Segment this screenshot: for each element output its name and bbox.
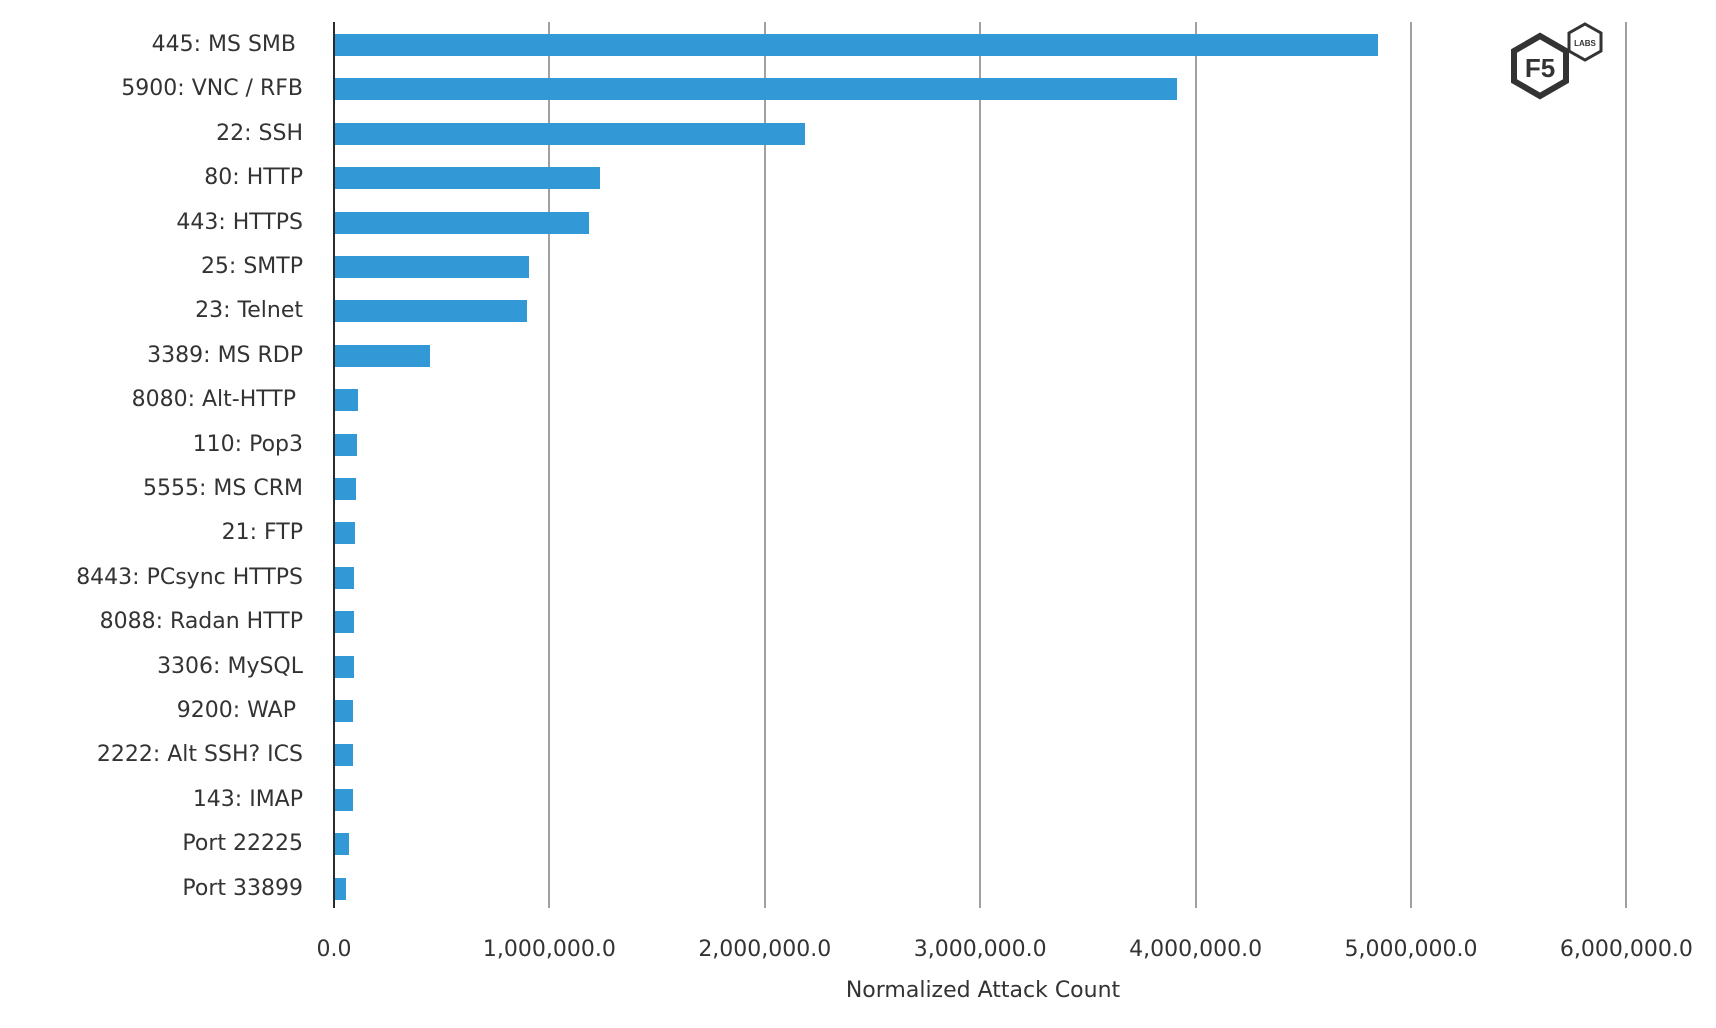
category-label: 9200: WAP	[176, 698, 303, 723]
gridline	[763, 22, 766, 908]
x-axis-title: Normalized Attack Count	[845, 978, 1121, 1003]
category-label: 80: HTTP	[204, 165, 303, 191]
bar	[335, 478, 357, 500]
category-label: Port 22225	[182, 831, 303, 857]
category-label: 22: SSH	[216, 120, 303, 146]
gridline	[1625, 22, 1628, 908]
bar	[335, 611, 354, 634]
bar	[335, 167, 600, 190]
x-tick-label: 6,000,000.0	[1559, 937, 1693, 962]
bar	[335, 122, 805, 145]
logo-main-text: F5	[1525, 53, 1555, 83]
bar	[335, 700, 354, 722]
x-tick-label: 0.0	[316, 937, 352, 962]
category-label: 8443: PCsync HTTPS	[76, 564, 303, 590]
category-label: 8080: Alt-HTTP	[131, 387, 303, 413]
category-label: 3389: MS RDP	[147, 342, 303, 368]
bar	[335, 344, 430, 367]
category-label: 143: IMAP	[192, 786, 303, 812]
bar	[335, 655, 354, 678]
x-tick-label: 5,000,000.0	[1344, 937, 1478, 962]
x-tick-label: 2,000,000.0	[698, 937, 832, 962]
bar	[335, 34, 1378, 56]
bar	[335, 256, 529, 278]
bar	[335, 78, 1178, 101]
category-label: 21: FTP	[221, 520, 303, 546]
category-label: Port 33899	[182, 875, 303, 901]
category-label: 2222: Alt SSH? ICS	[96, 742, 303, 768]
bar	[335, 522, 356, 545]
bar	[335, 833, 349, 856]
bar	[335, 744, 354, 767]
x-tick-label: 1,000,000.0	[482, 937, 616, 962]
category-label: 443: HTTPS	[176, 209, 303, 235]
gridline	[979, 22, 982, 908]
bar	[335, 300, 527, 323]
bar	[335, 211, 590, 234]
gridline	[1410, 22, 1412, 908]
bar	[335, 433, 357, 456]
logo-badge-text: LABS	[1574, 39, 1596, 48]
x-tick-label: 4,000,000.0	[1129, 937, 1263, 962]
bar	[335, 566, 354, 589]
gridline	[548, 22, 551, 908]
f5-labs-logo-icon: F5 LABS	[1511, 22, 1603, 100]
bar	[335, 877, 346, 900]
category-label: 445: MS SMB	[151, 32, 303, 57]
bar	[335, 788, 354, 811]
y-axis-line	[333, 22, 335, 908]
x-tick-label: 3,000,000.0	[913, 937, 1047, 962]
category-label: 5900: VNC / RFB	[121, 76, 303, 102]
category-label: 23: Telnet	[195, 298, 303, 324]
gridline	[1194, 22, 1197, 908]
category-label: 8088: Radan HTTP	[99, 609, 303, 635]
category-label: 5555: MS CRM	[143, 476, 303, 501]
category-label: 25: SMTP	[200, 254, 303, 279]
category-label: 110: Pop3	[192, 431, 303, 457]
category-label: 3306: MySQL	[157, 653, 303, 679]
bar	[335, 389, 359, 412]
